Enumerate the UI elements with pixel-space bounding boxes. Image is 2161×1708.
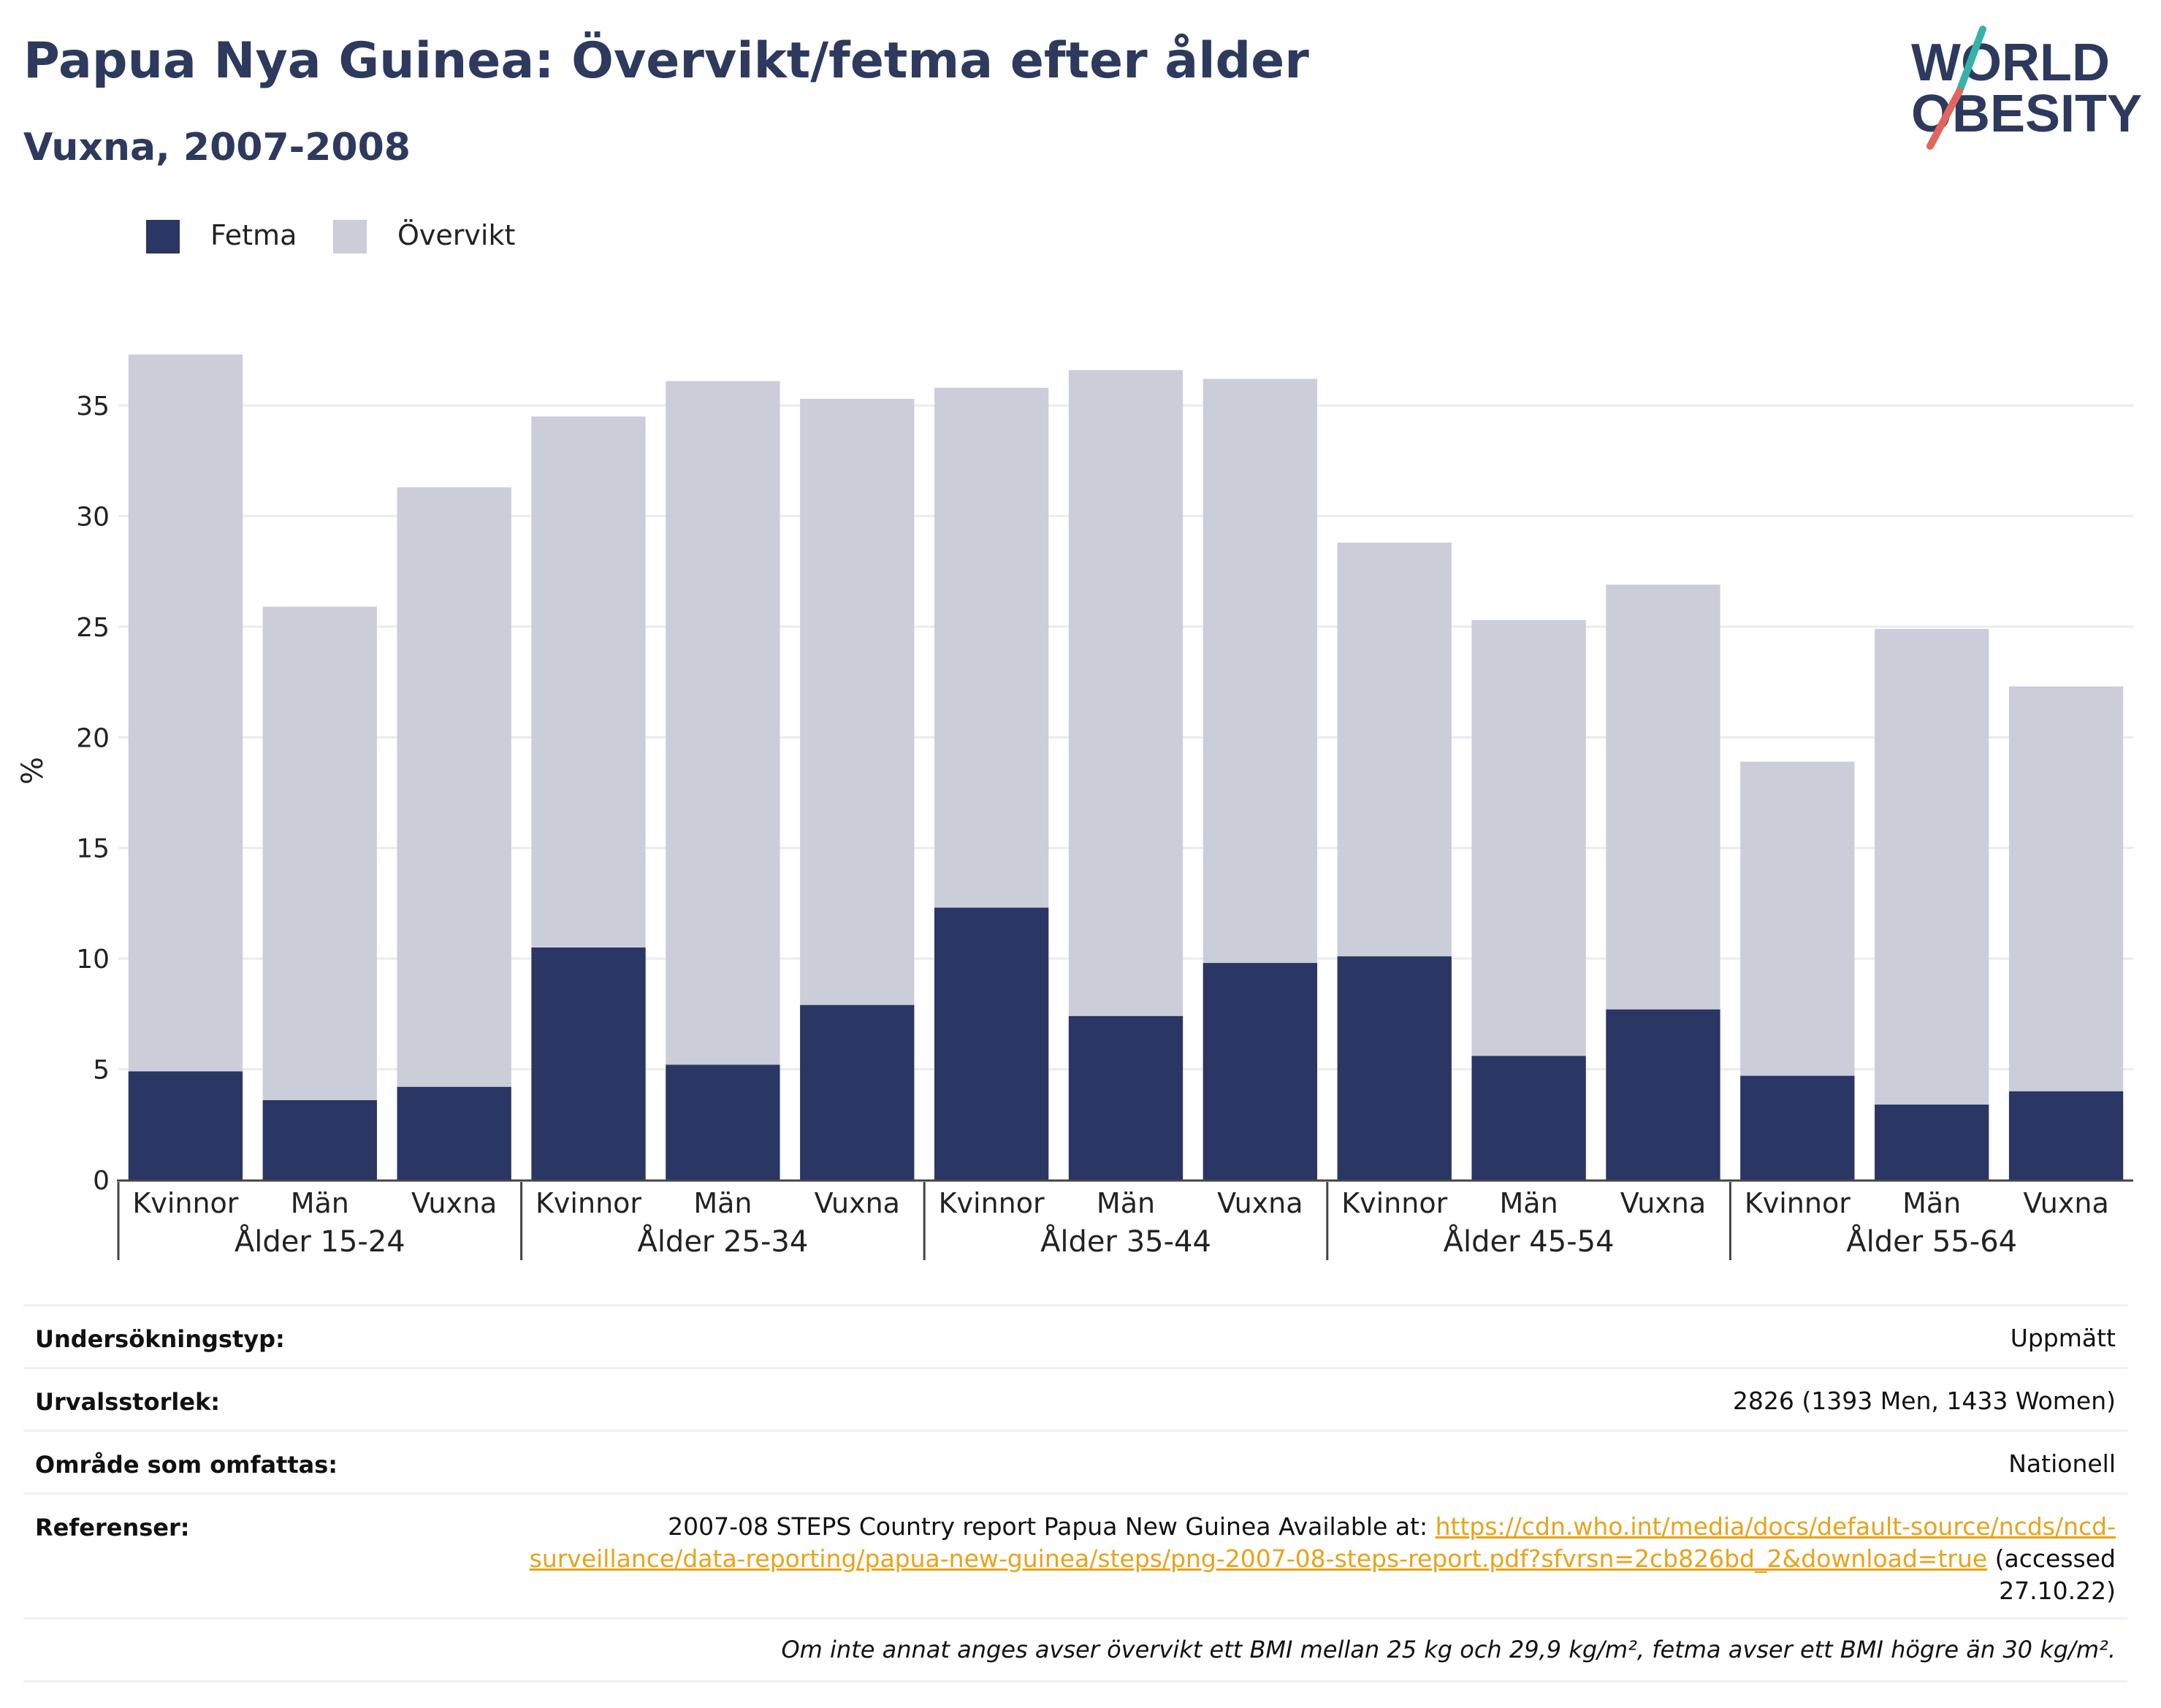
references-link-part-2[interactable]: surveillance/data-reporting/papua-new-gu… bbox=[529, 1544, 1988, 1573]
x-tick-label: Vuxna bbox=[1217, 1187, 1303, 1219]
sample-size-label: Urvalsstorlek: bbox=[35, 1388, 221, 1416]
x-tick-label: Kvinnor bbox=[1745, 1187, 1851, 1219]
bmi-footnote: Om inte annat anges avser övervikt ett B… bbox=[781, 1636, 2116, 1663]
references-link-part-1[interactable]: https://cdn.who.int/media/docs/default-s… bbox=[1435, 1512, 2116, 1541]
x-tick-label: Kvinnor bbox=[1341, 1187, 1447, 1219]
x-tick-label: Kvinnor bbox=[132, 1187, 238, 1219]
references-accessed-date: 27.10.22) bbox=[1999, 1577, 2116, 1605]
y-tick-label: 20 bbox=[76, 723, 110, 753]
bar-fetma bbox=[800, 1004, 915, 1180]
x-tick-label: Kvinnor bbox=[939, 1187, 1045, 1219]
y-tick-label: 35 bbox=[76, 392, 110, 422]
survey-type-label: Undersökningstyp: bbox=[35, 1325, 285, 1353]
references-line-1: 2007-08 STEPS Country report Papua New G… bbox=[530, 1511, 2116, 1543]
survey-info-table: Undersökningstyp: Uppmätt Urvalsstorlek:… bbox=[23, 1304, 2127, 1682]
bar-overvikt bbox=[1875, 628, 1989, 1180]
x-tick-label: Män bbox=[1902, 1187, 1961, 1219]
info-row-sample-size: Urvalsstorlek: 2826 (1393 Men, 1433 Wome… bbox=[23, 1367, 2127, 1430]
sample-size-value: 2826 (1393 Men, 1433 Women) bbox=[1732, 1387, 2116, 1415]
logo-slash-coral bbox=[1926, 88, 1963, 150]
x-tick-label: Män bbox=[693, 1187, 752, 1219]
logo-slash-teal bbox=[1956, 26, 1986, 95]
references-label: Referenser: bbox=[35, 1514, 190, 1541]
logo-line-1: WORLD bbox=[1911, 34, 2110, 92]
y-tick-label: 15 bbox=[76, 834, 110, 864]
bar-fetma bbox=[1740, 1075, 1855, 1180]
bar-fetma bbox=[1068, 1015, 1184, 1180]
bar-fetma bbox=[1471, 1056, 1586, 1180]
bar-fetma bbox=[128, 1071, 243, 1180]
x-tick-label: Män bbox=[1097, 1187, 1155, 1219]
y-tick-label: 30 bbox=[76, 502, 110, 532]
x-group-label: Ålder 25-34 bbox=[637, 1224, 808, 1259]
bar-fetma bbox=[1606, 1009, 1720, 1180]
info-row-footnote: Om inte annat anges avser övervikt ett B… bbox=[23, 1617, 2127, 1680]
references-accessed: (accessed bbox=[1987, 1544, 2116, 1573]
legend-swatch-fetma bbox=[146, 220, 180, 253]
x-group-label: Ålder 15-24 bbox=[235, 1224, 405, 1259]
y-tick-label: 25 bbox=[76, 613, 110, 643]
bar-fetma bbox=[1203, 963, 1318, 1180]
y-tick-label: 5 bbox=[93, 1056, 110, 1086]
references-line-2: surveillance/data-reporting/papua-new-gu… bbox=[530, 1543, 2116, 1575]
world-obesity-logo: WORLD OBESITY bbox=[1911, 26, 2142, 150]
y-tick-label: 10 bbox=[76, 945, 110, 975]
bar-fetma bbox=[397, 1086, 511, 1180]
page-subtitle: Vuxna, 2007-2008 bbox=[23, 126, 411, 169]
info-row-area: Område som omfattas: Nationell bbox=[23, 1430, 2127, 1492]
legend-swatch-overvikt bbox=[333, 220, 367, 253]
x-tick-label: Män bbox=[1500, 1187, 1558, 1219]
legend-label-overvikt: Övervikt bbox=[397, 219, 516, 251]
info-row-survey-type: Undersökningstyp: Uppmätt bbox=[23, 1304, 2127, 1367]
bar-fetma bbox=[2008, 1091, 2124, 1180]
x-tick-label: Kvinnor bbox=[536, 1187, 641, 1219]
bar-fetma bbox=[1337, 956, 1452, 1180]
x-tick-label: Vuxna bbox=[815, 1187, 900, 1219]
y-axis-label: % bbox=[16, 757, 50, 785]
page-title: Papua Nya Guinea: Övervikt/fetma efter å… bbox=[23, 32, 1309, 90]
references-line-3: 27.10.22) bbox=[530, 1575, 2116, 1607]
x-tick-label: Vuxna bbox=[2023, 1187, 2108, 1219]
x-tick-label: Män bbox=[291, 1187, 349, 1219]
x-tick-label: Vuxna bbox=[1620, 1187, 1706, 1219]
area-value: Nationell bbox=[2008, 1449, 2116, 1478]
x-group-label: Ålder 35-44 bbox=[1040, 1224, 1211, 1259]
info-row-references: Referenser: 2007-08 STEPS Country report… bbox=[23, 1492, 2127, 1617]
bar-overvikt bbox=[262, 606, 377, 1180]
y-tick-label: 0 bbox=[93, 1166, 110, 1196]
info-table-bottom-rule bbox=[23, 1680, 2127, 1682]
references-value: 2007-08 STEPS Country report Papua New G… bbox=[530, 1511, 2116, 1607]
x-tick-label: Vuxna bbox=[411, 1187, 497, 1219]
bar-overvikt bbox=[128, 354, 243, 1180]
x-group-label: Ålder 55-64 bbox=[1846, 1224, 2017, 1259]
bar-fetma bbox=[262, 1099, 377, 1180]
bar-fetma bbox=[934, 907, 1049, 1180]
bar-fetma bbox=[666, 1064, 780, 1180]
legend-label-fetma: Fetma bbox=[210, 219, 297, 251]
bar-overvikt bbox=[397, 487, 511, 1180]
survey-type-value: Uppmätt bbox=[2010, 1324, 2116, 1352]
references-text: 2007-08 STEPS Country report Papua New G… bbox=[668, 1512, 1436, 1541]
area-label: Område som omfattas: bbox=[35, 1451, 338, 1479]
bar-overvikt bbox=[666, 381, 780, 1180]
bar-fetma bbox=[531, 948, 646, 1180]
bar-fetma bbox=[1875, 1105, 1989, 1180]
x-group-label: Ålder 45-54 bbox=[1444, 1224, 1615, 1259]
